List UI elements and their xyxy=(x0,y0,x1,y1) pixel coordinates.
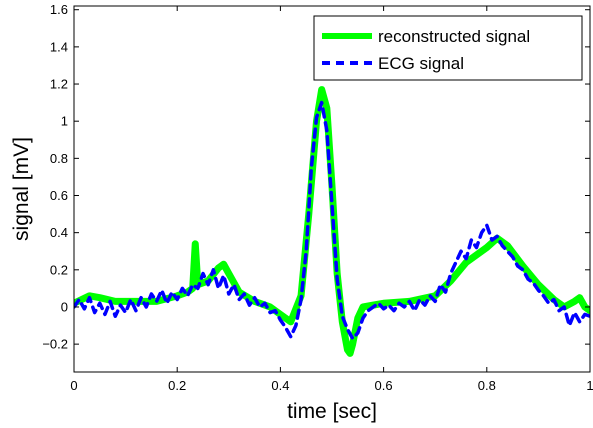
y-tick-label: 1.6 xyxy=(50,2,68,17)
legend-box xyxy=(313,15,583,81)
x-axis-label: time [sec] xyxy=(287,400,377,423)
y-tick-label: −0.2 xyxy=(42,337,68,352)
series-line-reconstructed xyxy=(74,86,590,357)
y-tick-label: 0 xyxy=(61,299,68,314)
x-tick-label: 0.2 xyxy=(168,378,186,393)
x-tick-label: 1 xyxy=(586,378,593,393)
y-tick-label: 1 xyxy=(61,114,68,129)
x-tick-label: 0 xyxy=(70,378,77,393)
series-line-ecg xyxy=(74,100,590,341)
y-axis-label: signal [mV] xyxy=(10,137,33,241)
y-tick-label: 1.4 xyxy=(50,39,68,54)
x-tick-label: 0.8 xyxy=(478,378,496,393)
y-tick-label: 0.8 xyxy=(50,151,68,166)
x-tick-label: 0.6 xyxy=(375,378,393,393)
plot-area: 0 0.2 0.4 0.6 0.8 1 −0.2 0 0.2 0.4 0.6 0.8 1 1.2 1.4 1.… xyxy=(42,2,593,393)
y-tick-label: 0.6 xyxy=(50,188,68,203)
tick-layer: 0 0.2 0.4 0.6 0.8 1 −0.2 0 0.2 0.4 0.6 0.8 1 1.2 1.4 1.… xyxy=(42,2,593,393)
x-tick-label: 0.4 xyxy=(271,378,289,393)
legend-label-ecg: ECG signal xyxy=(378,54,464,73)
y-tick-label: 1.2 xyxy=(50,77,68,92)
legend-label-reconstructed: reconstructed signal xyxy=(378,27,530,46)
axes-box xyxy=(73,5,591,373)
legend: reconstructed signal ECG signal xyxy=(313,15,583,81)
series-layer xyxy=(74,86,590,357)
y-tick-label: 0.4 xyxy=(50,225,68,240)
y-tick-label: 0.2 xyxy=(50,262,68,277)
